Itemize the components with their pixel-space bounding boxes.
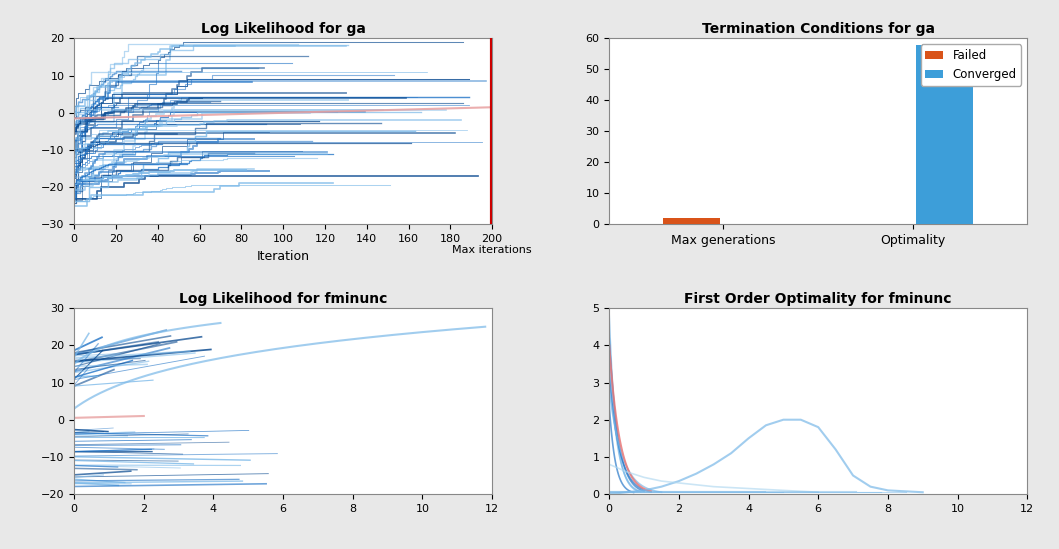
X-axis label: Iteration: Iteration (256, 250, 309, 262)
Title: Log Likelihood for fminunc: Log Likelihood for fminunc (179, 292, 388, 306)
Text: Max iterations: Max iterations (452, 245, 532, 255)
Bar (663, 218, 720, 225)
Title: Log Likelihood for ga: Log Likelihood for ga (201, 22, 365, 36)
Bar (916, 44, 973, 225)
Title: Termination Conditions for ga: Termination Conditions for ga (702, 22, 935, 36)
Legend: Failed, Converged: Failed, Converged (920, 44, 1021, 86)
Title: First Order Optimality for fminunc: First Order Optimality for fminunc (684, 292, 952, 306)
